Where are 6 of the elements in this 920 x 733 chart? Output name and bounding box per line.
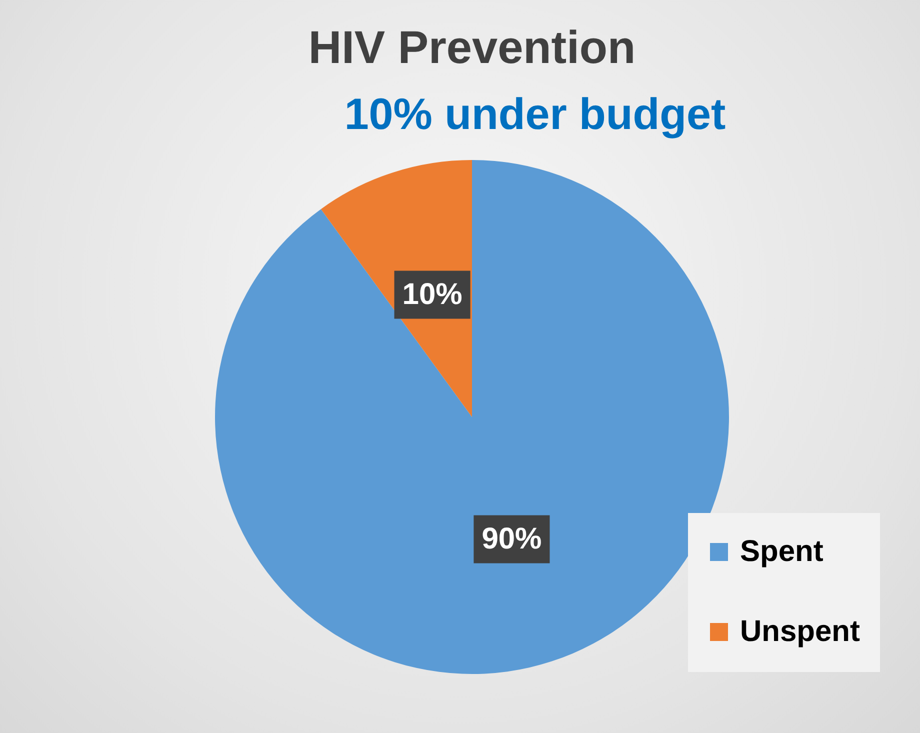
data-label: 10% (402, 278, 462, 312)
chart-subtitle: 10% under budget (343, 90, 727, 140)
chart-title: HIV Prevention (307, 20, 637, 74)
legend-label: Unspent (740, 615, 860, 649)
legend-label: Spent (740, 535, 824, 569)
data-label: 90% (482, 522, 542, 556)
